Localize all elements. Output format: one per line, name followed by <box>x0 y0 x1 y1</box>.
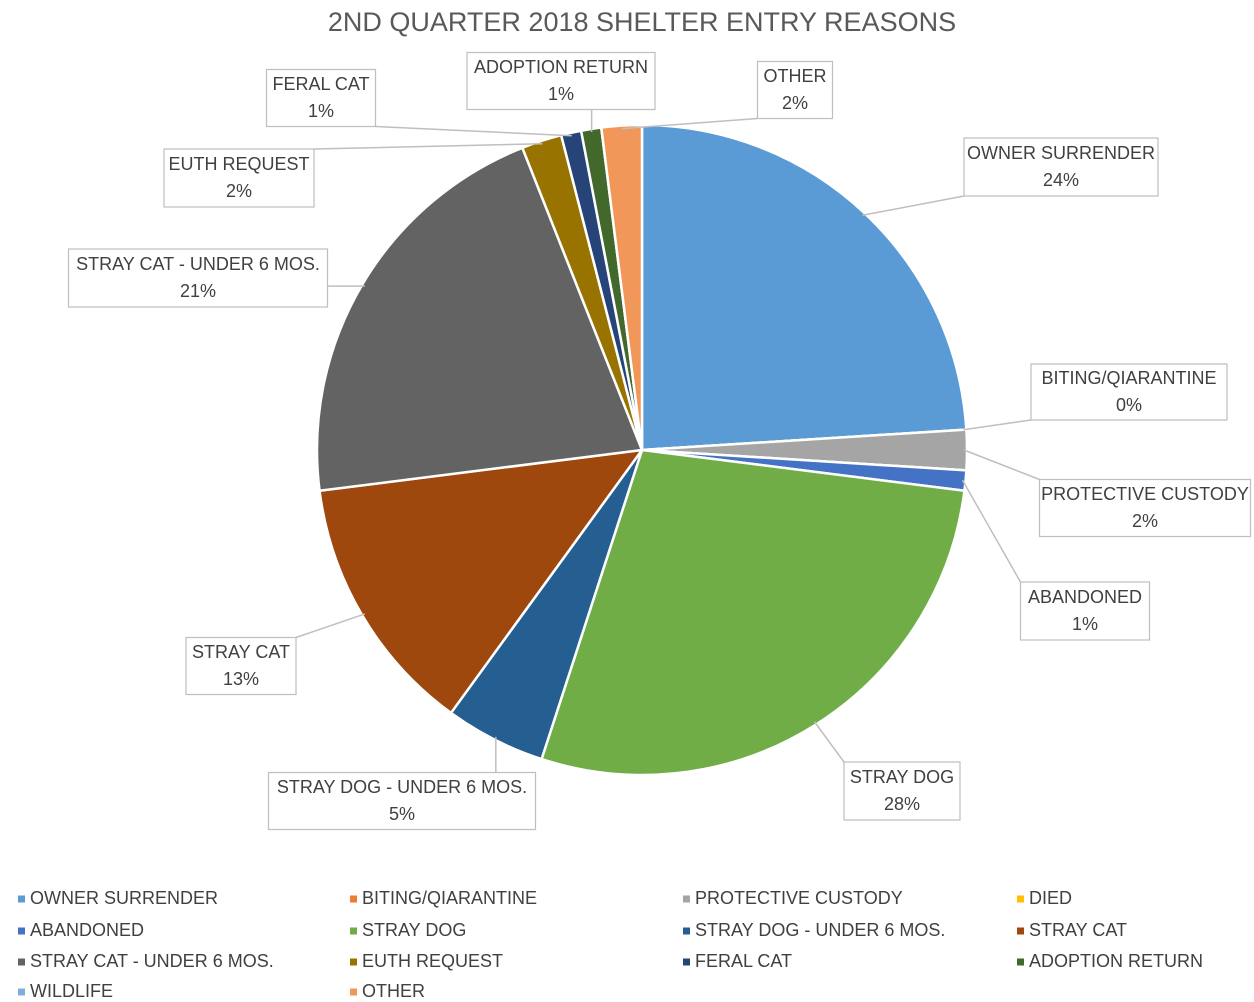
data-label: 24% <box>1043 170 1079 190</box>
legend-label: STRAY CAT - UNDER 6 MOS. <box>30 951 274 971</box>
label-box <box>963 137 1159 197</box>
legend-swatch <box>18 958 25 966</box>
data-label: 2% <box>226 181 252 201</box>
label-box <box>843 761 961 821</box>
legend-swatch <box>1017 958 1024 966</box>
leader-line <box>313 143 543 150</box>
legend-swatch <box>1017 895 1024 903</box>
legend-label: PROTECTIVE CUSTODY <box>695 888 903 908</box>
label-box <box>67 248 329 308</box>
leader-line <box>862 195 965 217</box>
legend-swatch <box>1017 927 1024 935</box>
label-box <box>265 68 377 128</box>
legend-swatch <box>683 958 690 966</box>
leader-line <box>375 125 572 137</box>
legend-label: ABANDONED <box>30 920 144 940</box>
legend-label: STRAY DOG - UNDER 6 MOS. <box>695 920 945 940</box>
legend-swatch <box>683 895 690 903</box>
data-label-name: ADOPTION RETURN <box>474 57 648 77</box>
leader-line <box>295 613 366 639</box>
leader-line <box>961 479 1022 583</box>
label-box <box>163 148 315 208</box>
label-box <box>1019 581 1151 641</box>
data-label-name: STRAY DOG - UNDER 6 MOS. <box>277 777 527 797</box>
data-label: 1% <box>308 101 334 121</box>
data-label-name: PROTECTIVE CUSTODY <box>1041 484 1249 504</box>
data-label: 28% <box>884 794 920 814</box>
legend-label: EUTH REQUEST <box>362 951 503 971</box>
legend-label: ADOPTION RETURN <box>1029 951 1203 971</box>
data-label-name: BITING/QIARANTINE <box>1041 368 1216 388</box>
data-label-name: STRAY CAT <box>192 642 290 662</box>
leader-line <box>621 117 758 130</box>
label-box <box>756 60 834 120</box>
data-label-name: EUTH REQUEST <box>168 154 309 174</box>
data-label-name: STRAY CAT - UNDER 6 MOS. <box>76 254 320 274</box>
legend-label: FERAL CAT <box>695 951 792 971</box>
label-box <box>267 771 537 831</box>
leader-line <box>963 419 1032 431</box>
legend-swatch <box>350 895 357 903</box>
legend-label: STRAY CAT <box>1029 920 1127 940</box>
pie-slice <box>315 146 644 493</box>
label-box <box>466 51 656 111</box>
pie-slice <box>599 123 644 451</box>
data-label-name: STRAY DOG <box>850 767 954 787</box>
legend-label: BITING/QIARANTINE <box>362 888 537 908</box>
data-label: 0% <box>1116 395 1142 415</box>
pie-slice <box>640 123 968 452</box>
legend-label: OTHER <box>362 981 425 1001</box>
data-label: 2% <box>1132 511 1158 531</box>
legend-label: STRAY DOG <box>362 920 466 940</box>
data-label: 1% <box>548 84 574 104</box>
data-label-name: OWNER SURRENDER <box>967 143 1155 163</box>
legend-swatch <box>18 927 25 935</box>
data-label: 21% <box>180 281 216 301</box>
legend-swatch <box>350 927 357 935</box>
leader-line <box>813 721 845 763</box>
legend-label: DIED <box>1029 888 1072 908</box>
leader-line <box>963 449 1040 481</box>
data-label: 5% <box>389 804 415 824</box>
data-label-name: FERAL CAT <box>272 74 369 94</box>
label-box <box>1030 363 1228 421</box>
legend-label: OWNER SURRENDER <box>30 888 218 908</box>
chart-title: 2ND QUARTER 2018 SHELTER ENTRY REASONS <box>328 7 956 37</box>
legend-swatch <box>350 958 357 966</box>
label-box <box>1038 478 1252 538</box>
legend-swatch <box>350 988 357 996</box>
legend-swatch <box>683 927 690 935</box>
legend-label: WILDLIFE <box>30 981 113 1001</box>
legend-swatch <box>18 895 25 903</box>
data-label-name: OTHER <box>764 66 827 86</box>
data-label: 1% <box>1072 614 1098 634</box>
label-box <box>185 636 297 696</box>
data-label: 2% <box>782 93 808 113</box>
legend-swatch <box>18 988 25 996</box>
data-label-name: ABANDONED <box>1028 587 1142 607</box>
data-label: 13% <box>223 669 259 689</box>
